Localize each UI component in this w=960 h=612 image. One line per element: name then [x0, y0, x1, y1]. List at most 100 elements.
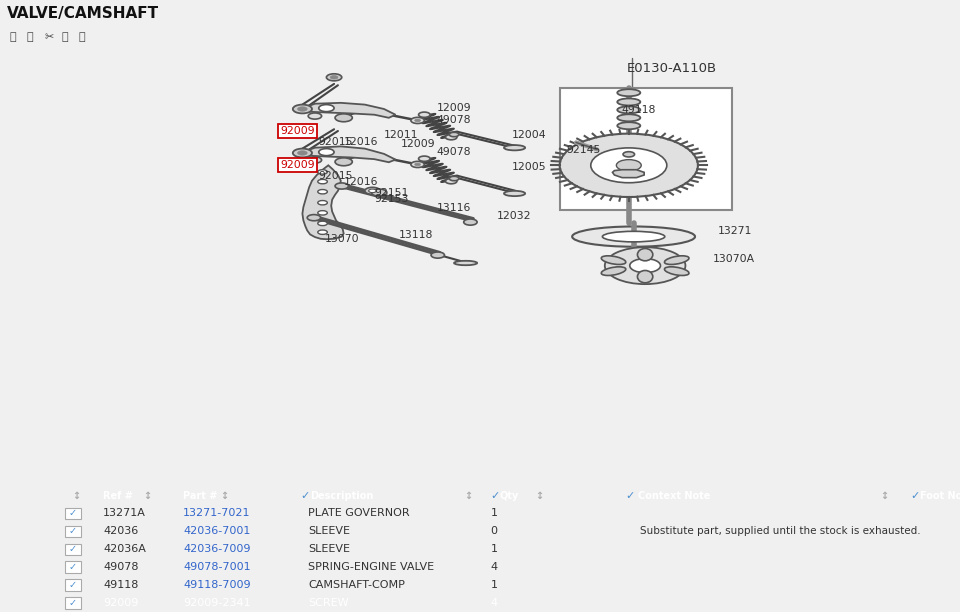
Ellipse shape — [601, 267, 626, 275]
Text: 42036: 42036 — [103, 526, 138, 536]
Ellipse shape — [601, 256, 626, 264]
Text: 12011: 12011 — [384, 130, 419, 140]
Text: ↕: ↕ — [535, 490, 543, 501]
Circle shape — [415, 119, 420, 122]
Circle shape — [330, 75, 338, 79]
Circle shape — [308, 113, 322, 119]
Circle shape — [605, 247, 685, 284]
Text: ✓: ✓ — [625, 490, 635, 501]
Text: 92009: 92009 — [280, 160, 315, 170]
Text: 12009: 12009 — [437, 103, 471, 113]
Text: 12009: 12009 — [401, 139, 436, 149]
Circle shape — [365, 187, 380, 195]
Circle shape — [449, 132, 459, 136]
Circle shape — [326, 74, 342, 81]
Text: 🔍: 🔍 — [10, 32, 16, 42]
Circle shape — [318, 179, 327, 184]
Polygon shape — [300, 146, 396, 162]
Text: Foot No: Foot No — [920, 490, 960, 501]
Text: 4: 4 — [491, 598, 497, 608]
Text: ↕: ↕ — [464, 490, 472, 501]
Circle shape — [623, 152, 635, 157]
Bar — [65, 508, 81, 519]
Text: 13118: 13118 — [398, 230, 433, 241]
Text: 4: 4 — [491, 562, 497, 572]
Text: 13116: 13116 — [437, 203, 471, 214]
Text: 42036-7009: 42036-7009 — [183, 544, 251, 554]
Circle shape — [630, 259, 660, 273]
Text: 1: 1 — [491, 508, 497, 518]
Text: ✓: ✓ — [490, 490, 499, 501]
Bar — [65, 526, 81, 537]
Text: 92015: 92015 — [319, 171, 353, 181]
Circle shape — [369, 189, 376, 193]
Bar — [65, 561, 81, 573]
Text: E0130-A110B: E0130-A110B — [627, 62, 717, 75]
Circle shape — [308, 157, 322, 163]
Polygon shape — [302, 165, 344, 239]
Circle shape — [415, 163, 420, 166]
Ellipse shape — [617, 106, 640, 113]
Text: 📋: 📋 — [61, 32, 68, 42]
Text: 42036-7001: 42036-7001 — [183, 526, 251, 536]
Circle shape — [318, 201, 327, 205]
Text: 12005: 12005 — [512, 162, 546, 172]
Ellipse shape — [454, 261, 477, 265]
Text: 42036A: 42036A — [103, 544, 146, 554]
Circle shape — [590, 148, 667, 183]
Circle shape — [318, 230, 327, 234]
Circle shape — [298, 151, 307, 155]
Text: 49078: 49078 — [103, 562, 138, 572]
Text: 12016: 12016 — [344, 177, 378, 187]
Text: 1: 1 — [491, 580, 497, 590]
Circle shape — [419, 112, 430, 118]
Bar — [560, 88, 732, 210]
Circle shape — [445, 179, 457, 184]
Circle shape — [318, 221, 327, 226]
Ellipse shape — [664, 267, 689, 275]
Text: 🔍: 🔍 — [27, 32, 34, 42]
Circle shape — [318, 190, 327, 194]
Text: 92009-2341: 92009-2341 — [183, 598, 251, 608]
Text: 49078: 49078 — [437, 116, 471, 125]
Text: ↕: ↕ — [880, 490, 888, 501]
Text: 49078-7001: 49078-7001 — [183, 562, 251, 572]
Bar — [65, 597, 81, 609]
Circle shape — [372, 189, 387, 196]
Circle shape — [335, 114, 352, 122]
Circle shape — [335, 158, 352, 166]
Text: ↕: ↕ — [220, 490, 228, 501]
Text: ↕: ↕ — [143, 490, 151, 501]
Circle shape — [335, 183, 348, 189]
Ellipse shape — [617, 89, 640, 96]
Ellipse shape — [637, 271, 653, 283]
Text: Context Note: Context Note — [638, 490, 710, 501]
Text: 49118: 49118 — [621, 105, 656, 115]
Text: PLATE GOVERNOR: PLATE GOVERNOR — [308, 508, 410, 518]
Ellipse shape — [572, 226, 695, 247]
Text: 13271A: 13271A — [103, 508, 146, 518]
Text: Qty: Qty — [500, 490, 519, 501]
Circle shape — [419, 156, 430, 162]
Text: 49078: 49078 — [437, 147, 471, 157]
Text: 49118: 49118 — [103, 580, 138, 590]
Text: 92009: 92009 — [103, 598, 138, 608]
Text: 92009: 92009 — [280, 126, 315, 136]
Circle shape — [293, 105, 312, 113]
Circle shape — [318, 170, 327, 174]
Text: 13070A: 13070A — [712, 255, 755, 264]
Ellipse shape — [617, 114, 640, 121]
Ellipse shape — [617, 122, 640, 129]
Text: SCREW: SCREW — [308, 598, 348, 608]
Text: VALVE/CAMSHAFT: VALVE/CAMSHAFT — [7, 6, 158, 21]
Text: 12032: 12032 — [497, 211, 532, 222]
Circle shape — [449, 176, 459, 181]
Text: 13271-7021: 13271-7021 — [183, 508, 251, 518]
Text: CAMSHAFT-COMP: CAMSHAFT-COMP — [308, 580, 405, 590]
Text: ✓: ✓ — [69, 598, 77, 608]
Circle shape — [560, 133, 698, 197]
Text: 📄: 📄 — [79, 32, 85, 42]
Text: 0: 0 — [491, 526, 497, 536]
Text: SPRING-ENGINE VALVE: SPRING-ENGINE VALVE — [308, 562, 434, 572]
Circle shape — [319, 105, 334, 111]
